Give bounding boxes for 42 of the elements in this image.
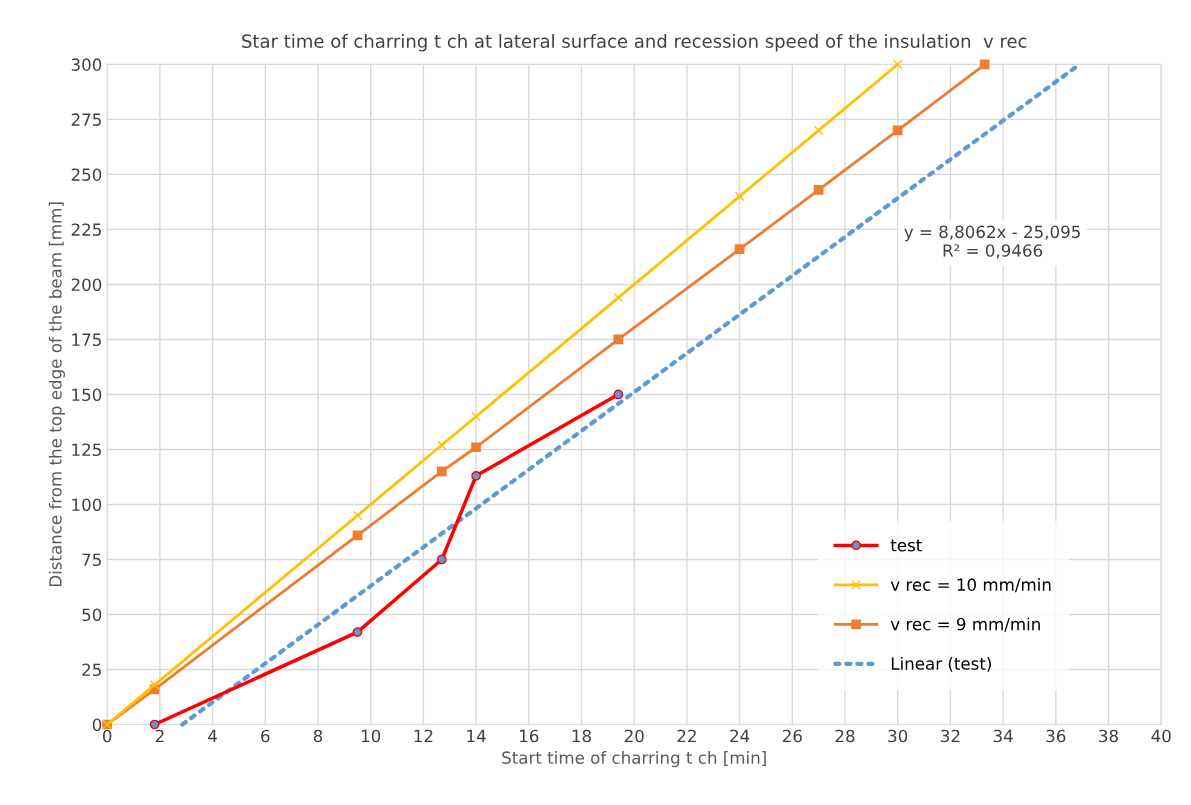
x-tick-label: 40 <box>1151 729 1171 743</box>
x-tick-label: 34 <box>993 729 1013 743</box>
y-tick-label: 225 <box>71 223 101 236</box>
y-tick-label: 300 <box>71 58 102 71</box>
legend-label: v rec = 9 mm/min <box>890 617 1040 632</box>
x-tick-label: 16 <box>520 729 539 743</box>
x-tick-label: 12 <box>414 729 433 743</box>
y-tick-label: 150 <box>72 388 102 402</box>
x-tick-label: 28 <box>835 729 855 743</box>
x-tick-label: 36 <box>1046 729 1066 743</box>
y-tick-label: 250 <box>71 168 102 181</box>
y-tick-label: 0 <box>92 718 102 732</box>
x-tick-label: 8 <box>313 729 323 743</box>
chart-title: Star time of charring t ch at lateral surface and recession speed of the insulation v rec <box>242 34 1027 52</box>
annotation: y = 8,8062x - 25,095 R² = 0,9466 <box>904 225 1080 259</box>
x-tick-label: 20 <box>624 729 644 743</box>
y-tick-label: 25 <box>82 663 101 677</box>
x-tick-label: 4 <box>208 729 217 743</box>
x-tick-label: 0 <box>102 729 112 743</box>
y-tick-label: 125 <box>72 443 101 457</box>
y-tick-label: 200 <box>71 278 102 291</box>
legend-label: v rec = 10 mm/min <box>890 578 1051 593</box>
y-tick-label: 175 <box>72 333 101 347</box>
x-tick-label: 30 <box>888 729 908 743</box>
x-tick-label: 24 <box>730 729 750 743</box>
x-tick-label: 26 <box>782 729 802 743</box>
legend-label: test <box>890 539 922 552</box>
x-tick-label: 14 <box>467 729 486 743</box>
x-tick-label: 2 <box>155 729 164 743</box>
x-tick-label: 32 <box>941 729 960 743</box>
legend-label: Linear (test) <box>891 656 991 672</box>
x-tick-label: 6 <box>261 729 270 743</box>
x-axis-title: Start time of charring t ch [min] <box>502 751 766 768</box>
y-tick-label: 275 <box>71 113 101 126</box>
x-tick-label: 22 <box>677 729 696 743</box>
x-tick-label: 18 <box>572 729 591 743</box>
x-tick-label: 10 <box>361 729 381 743</box>
y-tick-label: 75 <box>82 553 101 567</box>
y-tick-label: 100 <box>72 498 102 512</box>
y-tick-label: 50 <box>82 608 102 622</box>
y-axis-title: Distance from the top edge of the beam [mm] <box>48 202 65 587</box>
x-tick-label: 38 <box>1099 729 1118 743</box>
